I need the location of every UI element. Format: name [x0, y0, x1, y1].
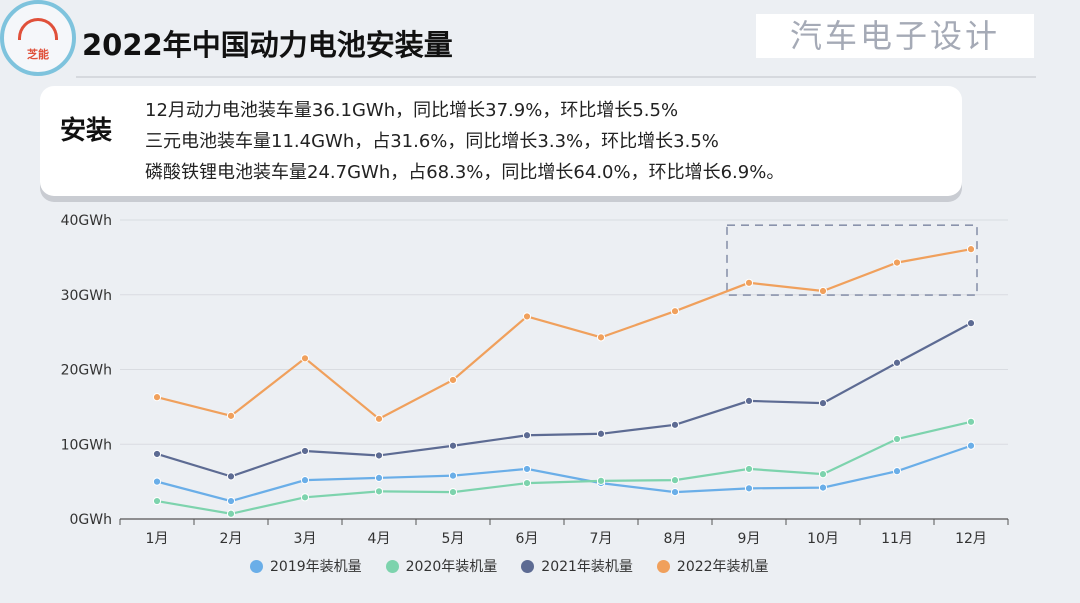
- highlight-box: [726, 224, 978, 296]
- series-line-2: [156, 322, 972, 478]
- series-line-0: [156, 444, 972, 503]
- data-point-1-10: [892, 434, 902, 444]
- data-point-1-7: [670, 476, 680, 485]
- data-point-3-9: [818, 286, 828, 296]
- y-tick-label: 20GWh: [61, 363, 112, 379]
- data-point-1-6: [596, 476, 606, 485]
- data-point-1-3: [374, 487, 384, 496]
- data-point-1-2: [300, 493, 310, 502]
- data-point-3-6: [596, 333, 606, 342]
- x-tick-label: 12月: [955, 531, 987, 547]
- data-point-1-0: [152, 496, 162, 506]
- title-divider: [76, 76, 1036, 78]
- data-point-3-2: [300, 354, 310, 363]
- summary-line-3: 磷酸铁锂电池装车量24.7GWh，占68.3%，同比增长64.0%，环比增长6.…: [145, 162, 785, 183]
- x-tick-label: 11月: [881, 531, 913, 547]
- data-point-2-8: [744, 396, 754, 405]
- legend-item-2021[interactable]: 2021年装机量: [521, 556, 633, 576]
- data-point-1-8: [744, 464, 754, 474]
- legend-swatch-2021: [521, 559, 535, 573]
- data-point-0-9: [818, 483, 828, 492]
- summary-line-2: 三元电池装车量11.4GWh，占31.6%，同比增长3.3%，环比增长3.5%: [145, 131, 719, 152]
- y-tick-label: 30GWh: [61, 288, 112, 304]
- data-point-2-11: [966, 319, 976, 328]
- series-line-3: [156, 248, 972, 421]
- data-point-3-4: [448, 375, 458, 385]
- data-point-1-4: [448, 487, 458, 497]
- data-point-1-11: [966, 417, 976, 426]
- data-point-2-1: [226, 472, 236, 481]
- x-tick-label: 8月: [664, 531, 687, 547]
- summary-card: 安装 12月动力电池装车量36.1GWh，同比增长37.9%，环比增长5.5% …: [40, 86, 962, 196]
- data-point-2-4: [448, 441, 458, 450]
- watermark: 汽车电子设计: [756, 14, 1034, 58]
- data-point-3-3: [374, 414, 384, 423]
- x-tick-label: 1月: [146, 531, 169, 547]
- y-tick-label: 0GWh: [70, 512, 112, 528]
- x-tick-label: 9月: [738, 531, 761, 547]
- brand-logo: 芝能: [0, 0, 76, 76]
- data-point-0-1: [226, 496, 236, 506]
- data-point-2-9: [818, 399, 828, 408]
- data-point-0-7: [670, 487, 680, 497]
- data-point-0-2: [300, 476, 310, 485]
- data-point-0-0: [152, 477, 162, 486]
- data-point-3-7: [670, 307, 680, 316]
- data-point-3-10: [892, 258, 902, 267]
- data-point-3-8: [744, 278, 754, 287]
- x-tick-label: 10月: [807, 531, 839, 547]
- data-point-2-2: [300, 446, 310, 456]
- legend-label-2020: 2020年装机量: [405, 559, 498, 575]
- data-point-1-9: [818, 470, 828, 479]
- series-line-1: [156, 420, 972, 515]
- y-tick-label: 10GWh: [61, 437, 112, 453]
- legend-label-2021: 2021年装机量: [541, 559, 633, 575]
- x-tick-label: 3月: [294, 531, 317, 547]
- data-point-0-4: [448, 471, 458, 480]
- summary-line-1: 12月动力电池装车量36.1GWh，同比增长37.9%，环比增长5.5%: [145, 100, 679, 121]
- legend-swatch-2022: [656, 559, 670, 573]
- data-point-1-5: [522, 479, 532, 488]
- data-point-0-11: [966, 441, 976, 450]
- data-point-2-5: [522, 431, 532, 440]
- data-point-2-7: [670, 420, 680, 429]
- data-point-1-1: [226, 509, 236, 518]
- data-point-0-10: [892, 467, 902, 476]
- data-point-0-3: [374, 473, 384, 482]
- data-point-2-0: [152, 449, 162, 459]
- x-tick-label: 4月: [368, 531, 391, 547]
- chart-legend: 2019年装机量 2020年装机量 2021年装机量 2022年装机量: [250, 556, 769, 576]
- x-tick-label: 5月: [442, 531, 465, 547]
- x-tick-label: 6月: [516, 531, 539, 547]
- y-tick-label: 40GWh: [61, 213, 112, 229]
- x-tick-label: 2月: [220, 531, 243, 547]
- data-point-0-8: [744, 484, 754, 493]
- data-point-3-11: [966, 245, 976, 254]
- x-tick-label: 7月: [590, 531, 613, 547]
- car-logo-icon: [18, 18, 58, 40]
- legend-item-2020[interactable]: 2020年装机量: [385, 556, 498, 576]
- data-point-3-0: [152, 393, 162, 402]
- page-title: 2022年中国动力电池安装量: [82, 28, 453, 62]
- legend-label-2019: 2019年装机量: [270, 559, 362, 575]
- legend-item-2022[interactable]: 2022年装机量: [656, 556, 769, 576]
- data-point-2-10: [892, 358, 902, 367]
- data-point-2-3: [374, 451, 384, 460]
- data-point-0-5: [522, 464, 532, 474]
- logo-text: 芝能: [27, 48, 49, 61]
- data-point-3-1: [226, 411, 236, 420]
- legend-label-2022: 2022年装机量: [676, 559, 769, 575]
- summary-tag: 安装: [60, 116, 113, 146]
- legend-swatch-2020: [385, 559, 399, 573]
- legend-item-2019[interactable]: 2019年装机量: [250, 556, 362, 576]
- line-chart: 0GWh 10GWh 20GWh 30GWh 40GWh 1月 2月 3月 4月 5月 6月 7月 8月…: [61, 213, 1009, 547]
- legend-swatch-2019: [250, 559, 263, 573]
- data-point-2-6: [596, 429, 606, 438]
- data-point-3-5: [522, 312, 532, 321]
